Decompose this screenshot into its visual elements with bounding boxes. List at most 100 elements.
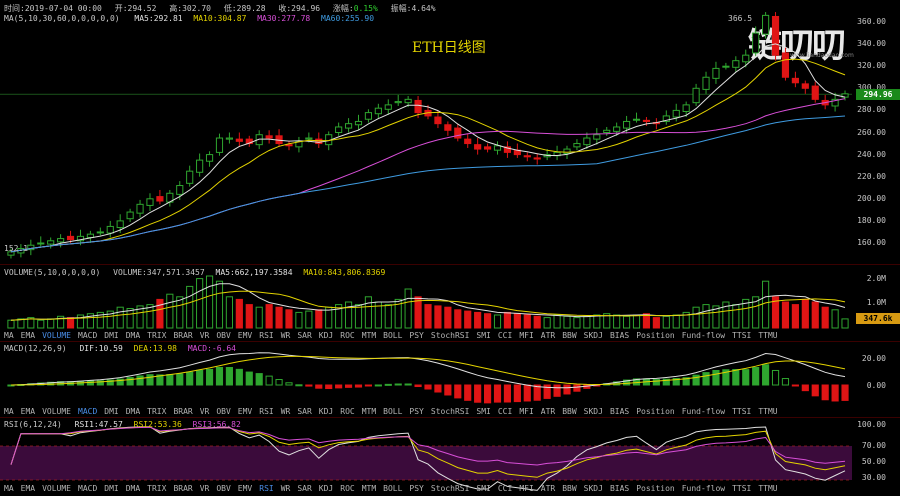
- indicator-tab-vr[interactable]: VR: [199, 484, 210, 493]
- indicator-tab-kdj[interactable]: KDJ: [318, 331, 334, 340]
- indicator-tab-mtm[interactable]: MTM: [361, 331, 377, 340]
- indicator-tab-smi[interactable]: SMI: [476, 407, 491, 416]
- indicator-tab-kdj[interactable]: KDJ: [318, 484, 334, 493]
- indicator-tab-fund-flow[interactable]: Fund-flow: [681, 484, 726, 493]
- indicator-tab-sar[interactable]: SAR: [297, 407, 312, 416]
- indicator-tab-ttsi[interactable]: TTSI: [732, 331, 752, 340]
- indicator-tab-dmi[interactable]: DMI: [104, 331, 119, 340]
- indicator-tab-macd[interactable]: MACD: [78, 407, 98, 416]
- indicator-tab-cci[interactable]: CCI: [497, 331, 513, 340]
- indicator-tab-ma[interactable]: MA: [4, 407, 14, 416]
- indicator-tab-ttsi[interactable]: TTSI: [732, 407, 752, 416]
- indicator-tab-volume[interactable]: VOLUME: [42, 407, 71, 416]
- indicator-tab-skdj[interactable]: SKDJ: [583, 407, 603, 416]
- indicator-tab-ema[interactable]: EMA: [20, 407, 36, 416]
- indicator-tab-trix[interactable]: TRIX: [147, 331, 167, 340]
- indicator-tab-position[interactable]: Position: [636, 331, 675, 340]
- indicator-tab-dma[interactable]: DMA: [125, 484, 141, 493]
- indicator-tab-obv[interactable]: OBV: [216, 407, 231, 416]
- indicator-tab-sar[interactable]: SAR: [297, 331, 312, 340]
- indicator-tab-dmi[interactable]: DMI: [104, 484, 119, 493]
- indicator-tab-dma[interactable]: DMA: [125, 331, 141, 340]
- indicator-tab-bbw[interactable]: BBW: [562, 331, 577, 340]
- indicator-tab-dma[interactable]: DMA: [125, 407, 141, 416]
- indicator-tab-psy[interactable]: PSY: [409, 407, 424, 416]
- indicator-tab-mfi[interactable]: MFI: [519, 331, 534, 340]
- indicator-tab-volume[interactable]: VOLUME: [42, 331, 71, 340]
- indicator-tab-position[interactable]: Position: [636, 407, 675, 416]
- indicator-tab-ttmu[interactable]: TTMU: [758, 331, 778, 340]
- indicator-tab-kdj[interactable]: KDJ: [318, 407, 334, 416]
- indicator-tab-bias[interactable]: BIAS: [609, 331, 630, 340]
- indicator-tab-bbw[interactable]: BBW: [562, 484, 577, 493]
- indicator-tab-atr[interactable]: ATR: [540, 331, 556, 340]
- indicator-tab-volume[interactable]: VOLUME: [42, 484, 71, 493]
- indicator-tab-stochrsi[interactable]: StochRSI: [430, 484, 470, 493]
- indicator-tab-trix[interactable]: TRIX: [147, 484, 167, 493]
- indicator-tab-rsi[interactable]: RSI: [259, 484, 274, 493]
- indicator-tab-wr[interactable]: WR: [280, 484, 291, 493]
- indicator-tab-psy[interactable]: PSY: [409, 484, 424, 493]
- indicator-tab-roc[interactable]: ROC: [340, 484, 355, 493]
- indicator-tab-stochrsi[interactable]: StochRSI: [430, 407, 470, 416]
- indicator-tab-fund-flow[interactable]: Fund-flow: [681, 331, 726, 340]
- indicator-tab-skdj[interactable]: SKDJ: [583, 331, 603, 340]
- indicator-tab-ma[interactable]: MA: [4, 484, 14, 493]
- indicator-tab-cci[interactable]: CCI: [497, 484, 513, 493]
- indicator-tab-vr[interactable]: VR: [199, 331, 210, 340]
- indicator-tab-emv[interactable]: EMV: [237, 484, 253, 493]
- indicator-tab-bias[interactable]: BIAS: [609, 484, 630, 493]
- indicator-tab-rsi[interactable]: RSI: [259, 407, 274, 416]
- indicator-tab-roc[interactable]: ROC: [340, 331, 355, 340]
- macd-dif: DIF:10.59: [79, 344, 123, 353]
- indicator-tab-ema[interactable]: EMA: [20, 484, 36, 493]
- indicator-tab-ttmu[interactable]: TTMU: [758, 484, 778, 493]
- indicator-tab-emv[interactable]: EMV: [237, 407, 253, 416]
- volume-bar: [583, 315, 591, 329]
- indicator-tab-cci[interactable]: CCI: [497, 407, 513, 416]
- indicator-tab-stochrsi[interactable]: StochRSI: [430, 331, 470, 340]
- indicator-tab-skdj[interactable]: SKDJ: [583, 484, 603, 493]
- indicator-tab-bias[interactable]: BIAS: [609, 407, 630, 416]
- indicator-tab-dmi[interactable]: DMI: [104, 407, 119, 416]
- indicator-tab-bbw[interactable]: BBW: [562, 407, 577, 416]
- indicator-tab-boll[interactable]: BOLL: [383, 484, 403, 493]
- indicator-tab-smi[interactable]: SMI: [476, 484, 491, 493]
- indicator-tab-macd[interactable]: MACD: [78, 484, 98, 493]
- indicator-tab-roc[interactable]: ROC: [340, 407, 355, 416]
- indicator-tab-obv[interactable]: OBV: [216, 484, 231, 493]
- indicator-tab-brar[interactable]: BRAR: [173, 484, 193, 493]
- indicator-tab-boll[interactable]: BOLL: [383, 331, 403, 340]
- indicator-tab-rsi[interactable]: RSI: [259, 331, 274, 340]
- indicator-tab-emv[interactable]: EMV: [237, 331, 253, 340]
- candle-body: [831, 98, 839, 107]
- indicator-tab-psy[interactable]: PSY: [409, 331, 424, 340]
- indicator-tab-smi[interactable]: SMI: [476, 331, 491, 340]
- indicator-tab-vr[interactable]: VR: [199, 407, 210, 416]
- indicator-tab-macd[interactable]: MACD: [78, 331, 98, 340]
- indicator-tab-fund-flow[interactable]: Fund-flow: [681, 407, 726, 416]
- indicator-tab-atr[interactable]: ATR: [540, 484, 556, 493]
- indicator-tab-ttmu[interactable]: TTMU: [758, 407, 778, 416]
- indicator-tab-sar[interactable]: SAR: [297, 484, 312, 493]
- indicator-tab-ttsi[interactable]: TTSI: [732, 484, 752, 493]
- indicator-tab-mtm[interactable]: MTM: [361, 407, 377, 416]
- indicator-tab-wr[interactable]: WR: [280, 407, 291, 416]
- indicator-tab-obv[interactable]: OBV: [216, 331, 231, 340]
- indicator-tab-ma[interactable]: MA: [4, 331, 14, 340]
- indicator-tab-wr[interactable]: WR: [280, 331, 291, 340]
- indicator-tab-mtm[interactable]: MTM: [361, 484, 377, 493]
- indicator-tab-brar[interactable]: BRAR: [173, 331, 193, 340]
- indicator-tab-boll[interactable]: BOLL: [383, 407, 403, 416]
- indicator-tab-trix[interactable]: TRIX: [147, 407, 167, 416]
- indicator-tab-brar[interactable]: BRAR: [173, 407, 193, 416]
- indicator-tab-position[interactable]: Position: [636, 484, 675, 493]
- macd-bar: [563, 384, 571, 395]
- volume-bar: [474, 311, 482, 329]
- indicator-tab-mfi[interactable]: MFI: [519, 484, 534, 493]
- indicator-tab-atr[interactable]: ATR: [540, 407, 556, 416]
- rsi-label: RSI(6,12,24): [4, 420, 62, 429]
- indicator-tab-mfi[interactable]: MFI: [519, 407, 534, 416]
- indicator-tab-ema[interactable]: EMA: [20, 331, 36, 340]
